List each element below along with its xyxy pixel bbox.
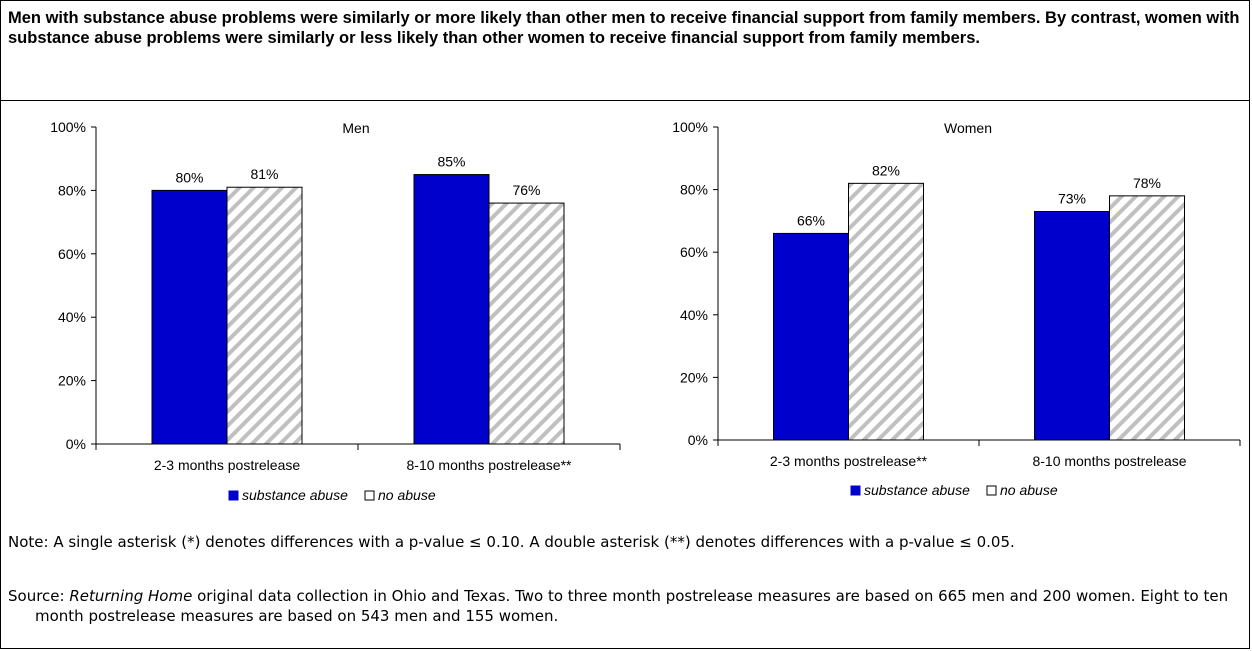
- chart-2-data-label: 82%: [872, 162, 900, 178]
- chart-2-legend-label: no abuse: [1000, 482, 1058, 498]
- chart-1-bar: [151, 189, 228, 445]
- source-prefix: Source:: [8, 587, 70, 605]
- chart-1-bar: [226, 186, 303, 445]
- chart-1-data-label: 85%: [437, 154, 465, 170]
- chart-1-legend-swatch: [364, 490, 375, 501]
- chart-2-x-category-label: 8-10 months postrelease: [1032, 453, 1186, 469]
- chart-2-y-tick-label: 40%: [680, 307, 708, 323]
- chart-1-y-tick-label: 40%: [58, 309, 86, 325]
- source-text: original data collection in Ohio and Tex…: [35, 587, 1229, 625]
- chart-1-legend-label: no abuse: [378, 487, 436, 503]
- chart-1-legend-label: substance abuse: [242, 487, 348, 503]
- source-note: Source: Returning Home original data col…: [8, 586, 1252, 626]
- chart-1-y-tick-label: 80%: [58, 182, 86, 198]
- chart-1-x-category-label: 2-3 months postrelease: [154, 457, 301, 473]
- chart-2-y-tick-label: 20%: [680, 369, 708, 385]
- chart-2-legend-swatch: [850, 485, 861, 496]
- chart-2-y-tick-label: 80%: [680, 182, 708, 198]
- chart-2-bar: [848, 182, 924, 441]
- chart-2-bar: [1034, 211, 1110, 441]
- chart-1-y-tick-label: 20%: [58, 373, 86, 389]
- title-divider: [0, 100, 1250, 101]
- chart-2-data-label: 73%: [1058, 191, 1086, 207]
- chart-1-legend-swatch: [228, 490, 239, 501]
- chart-2-data-label: 78%: [1133, 175, 1161, 191]
- chart-2-data-label: 66%: [797, 212, 825, 228]
- chart-1-data-label: 76%: [512, 182, 540, 198]
- chart-1-y-tick-label: 100%: [50, 119, 86, 135]
- chart-2-x-category-label: 2-3 months postrelease**: [770, 453, 928, 469]
- footnote: Note: A single asterisk (*) denotes diff…: [8, 533, 1015, 551]
- chart-1-bar: [413, 174, 490, 445]
- chart-1-x-category-label: 8-10 months postrelease**: [407, 457, 573, 473]
- chart-1-data-label: 80%: [175, 169, 203, 185]
- chart-2-legend-label: substance abuse: [864, 482, 970, 498]
- chart-2-bar: [1109, 195, 1185, 441]
- figure-title: Men with substance abuse problems were s…: [8, 9, 1240, 47]
- chart-1-bar: [488, 202, 565, 445]
- chart-1-title: Men: [342, 120, 369, 136]
- chart-1-data-label: 81%: [250, 166, 278, 182]
- chart-2-y-tick-label: 0%: [688, 432, 708, 448]
- source-italic-title: Returning Home: [69, 587, 193, 605]
- chart-2-y-tick-label: 100%: [672, 119, 708, 135]
- chart-2-title: Women: [944, 120, 992, 136]
- chart-1-y-tick-label: 60%: [58, 246, 86, 262]
- chart-2-legend-swatch: [986, 485, 997, 496]
- chart-2-y-tick-label: 60%: [680, 244, 708, 260]
- chart-2-bar: [773, 232, 849, 441]
- chart-1-y-tick-label: 0%: [66, 436, 86, 452]
